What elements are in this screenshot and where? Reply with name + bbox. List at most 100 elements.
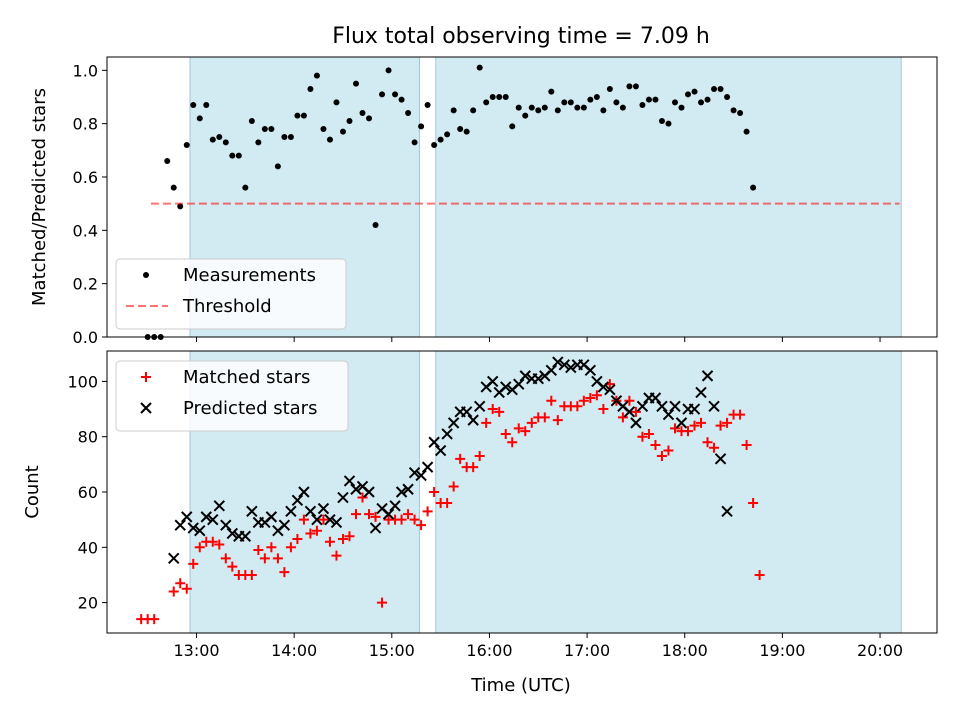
data-point (187, 522, 199, 534)
x-axis-label: Time (UTC) (470, 675, 571, 696)
data-point (632, 83, 639, 90)
data-point (207, 513, 219, 526)
data-point (181, 511, 193, 523)
data-point (298, 486, 310, 498)
data-point (274, 163, 281, 170)
data-point (548, 88, 555, 95)
data-point (168, 552, 180, 565)
data-point (515, 104, 522, 111)
data-point (639, 102, 646, 108)
data-point (242, 184, 249, 191)
data-point (389, 500, 401, 512)
legend-box (115, 258, 347, 330)
data-point (711, 86, 718, 92)
data-point (235, 152, 242, 159)
data-point (291, 494, 304, 507)
data-point (685, 91, 691, 98)
data-point (300, 112, 307, 119)
data-point (636, 400, 649, 413)
data-point (363, 486, 375, 498)
data-point (735, 409, 746, 420)
data-point (750, 184, 757, 191)
data-point (721, 505, 733, 518)
data-point (331, 550, 342, 561)
data-point (486, 375, 499, 388)
data-point (298, 514, 309, 525)
data-point (177, 203, 184, 210)
data-point (372, 222, 379, 228)
data-point (715, 420, 726, 431)
ratio-panel-frame (106, 56, 938, 338)
data-point (722, 417, 733, 428)
data-point (326, 136, 333, 143)
data-point (455, 453, 466, 464)
data-point (285, 542, 296, 553)
data-point (346, 118, 353, 124)
data-point (168, 586, 179, 597)
data-point (708, 400, 720, 413)
chart-title: Flux total observing time = 7.09 h (332, 24, 710, 49)
data-point (717, 86, 724, 92)
data-point (229, 152, 236, 159)
data-point (580, 104, 587, 111)
data-point (421, 461, 434, 473)
data-point (196, 115, 203, 122)
data-point (359, 110, 366, 116)
data-point (418, 123, 425, 130)
data-point (545, 364, 558, 377)
data-point (483, 99, 490, 106)
data-point (689, 420, 700, 431)
x-tick-label: 15:00 (369, 641, 415, 660)
data-point (344, 531, 355, 542)
data-point (658, 118, 665, 124)
data-point (437, 136, 444, 143)
data-point (617, 412, 628, 423)
data-point (754, 569, 765, 580)
data-point (593, 94, 600, 100)
data-point (320, 126, 327, 132)
data-point (698, 99, 705, 106)
data-point (447, 417, 460, 429)
data-point (748, 498, 759, 509)
data-point (190, 102, 197, 108)
y-tick-label: 60 (78, 483, 98, 502)
legend-marker (140, 402, 152, 414)
data-point (429, 487, 440, 497)
data-point (292, 534, 303, 544)
count-y-axis-label: Count (22, 465, 43, 518)
data-point (188, 558, 199, 569)
data-point (307, 86, 314, 92)
data-point (565, 361, 577, 374)
data-point (701, 370, 714, 382)
data-point (246, 569, 257, 580)
y-tick-label: 40 (78, 538, 98, 557)
x-tick-label: 13:00 (173, 641, 219, 660)
data-point (405, 110, 412, 116)
data-point (662, 408, 675, 421)
data-point (324, 513, 336, 526)
data-point (402, 483, 414, 495)
data-point (287, 134, 294, 140)
data-point (214, 539, 225, 550)
data-point (688, 403, 701, 415)
data-point (460, 406, 473, 418)
data-point (337, 491, 349, 504)
data-point (385, 67, 392, 74)
data-point (213, 500, 226, 512)
data-point (474, 451, 485, 462)
y-tick-label: 1.0 (73, 61, 98, 80)
data-point (500, 381, 512, 393)
data-point (741, 440, 752, 450)
data-point (649, 392, 662, 404)
data-point (709, 442, 720, 453)
data-point (546, 395, 557, 406)
data-point (377, 597, 388, 608)
data-point (209, 136, 216, 143)
data-point (444, 131, 451, 138)
data-point (170, 184, 177, 191)
data-point (248, 118, 255, 124)
data-point (272, 553, 283, 564)
data-point (227, 561, 238, 572)
data-point (743, 128, 750, 135)
